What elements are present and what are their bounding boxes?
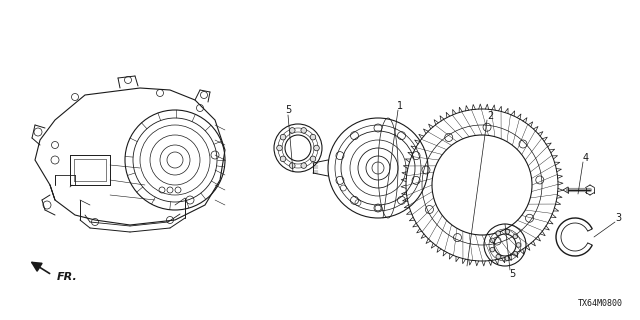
Text: 5: 5 xyxy=(285,105,291,115)
Circle shape xyxy=(310,156,316,162)
Circle shape xyxy=(496,231,500,236)
Text: FR.: FR. xyxy=(57,272,77,282)
Circle shape xyxy=(314,145,319,151)
Circle shape xyxy=(490,247,495,252)
Circle shape xyxy=(505,229,509,234)
Circle shape xyxy=(301,163,307,168)
Circle shape xyxy=(289,163,295,168)
Text: 1: 1 xyxy=(397,101,403,111)
Text: 3: 3 xyxy=(615,213,621,223)
Circle shape xyxy=(276,145,282,151)
Text: 4: 4 xyxy=(583,153,589,163)
Text: 5: 5 xyxy=(509,269,515,279)
Circle shape xyxy=(490,238,495,243)
Circle shape xyxy=(301,128,307,133)
Circle shape xyxy=(516,243,521,247)
Circle shape xyxy=(280,156,286,162)
Text: TX64M0800: TX64M0800 xyxy=(577,299,623,308)
Text: 2: 2 xyxy=(487,111,493,121)
Circle shape xyxy=(513,252,518,256)
Circle shape xyxy=(310,134,316,140)
Circle shape xyxy=(289,128,295,133)
Circle shape xyxy=(505,256,509,260)
Circle shape xyxy=(496,254,500,259)
Circle shape xyxy=(513,234,518,239)
Circle shape xyxy=(280,134,286,140)
